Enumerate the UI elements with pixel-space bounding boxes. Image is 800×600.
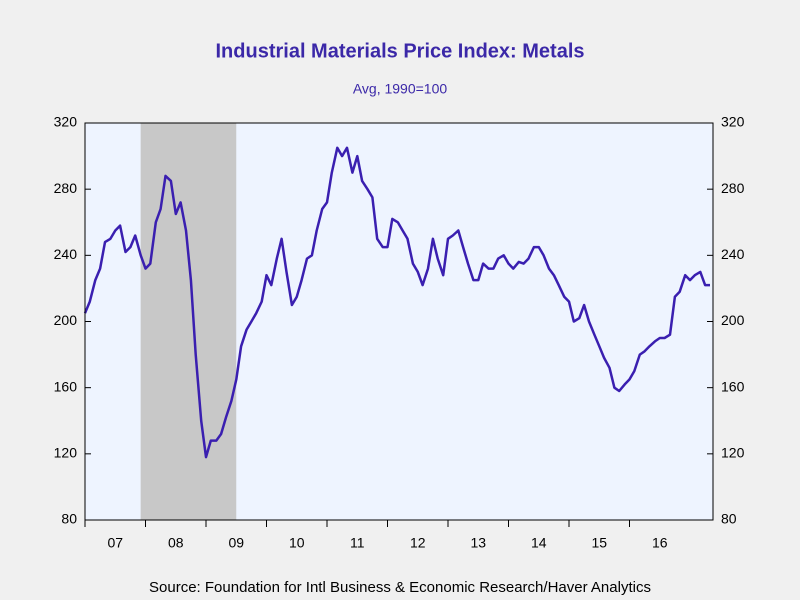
y-tick-label: 280 [54, 180, 78, 196]
y2-tick-label: 160 [721, 378, 745, 394]
x-tick-label: 13 [470, 535, 486, 551]
x-tick-label: 10 [289, 535, 305, 551]
chart-subtitle: Avg, 1990=100 [353, 81, 448, 97]
recession-shade [140, 123, 237, 520]
x-tick-label: 08 [168, 535, 184, 551]
y-tick-label: 200 [54, 312, 78, 328]
x-tick-label: 16 [652, 535, 668, 551]
source-note: Source: Foundation for Intl Business & E… [149, 579, 651, 596]
x-tick-label: 14 [531, 535, 547, 551]
x-tick-label: 11 [350, 535, 365, 551]
y2-tick-label: 80 [721, 511, 737, 527]
x-tick-label: 12 [410, 535, 426, 551]
y2-tick-label: 240 [721, 246, 745, 262]
y2-tick-label: 120 [721, 445, 745, 461]
x-tick-label: 15 [591, 535, 607, 551]
y-tick-label: 240 [54, 246, 78, 262]
x-tick-label: 09 [228, 535, 244, 551]
y2-tick-label: 280 [721, 180, 745, 196]
y-tick-label: 160 [54, 378, 78, 394]
y-tick-label: 80 [61, 511, 77, 527]
y-tick-label: 120 [54, 445, 78, 461]
chart-title: Industrial Materials Price Index: Metals [215, 40, 584, 62]
y2-tick-label: 320 [721, 114, 745, 130]
y2-tick-label: 200 [721, 312, 745, 328]
y-tick-label: 320 [54, 114, 78, 130]
plot-frame [84, 122, 714, 521]
series-line [83, 146, 710, 459]
x-tick-label: 07 [107, 535, 123, 551]
